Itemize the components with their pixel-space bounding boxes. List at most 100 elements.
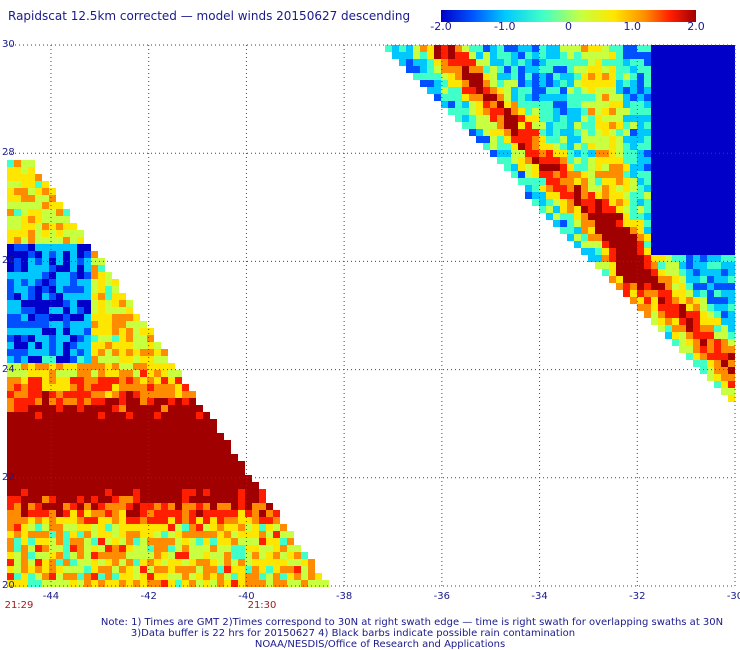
data-cell bbox=[28, 461, 35, 468]
data-cell bbox=[693, 87, 700, 94]
data-cell bbox=[546, 136, 553, 143]
data-cell bbox=[49, 349, 56, 356]
data-cell bbox=[35, 363, 42, 370]
data-cell bbox=[119, 468, 126, 475]
data-cell bbox=[77, 566, 84, 573]
data-cell bbox=[70, 573, 77, 580]
data-cell bbox=[511, 150, 518, 157]
data-cell bbox=[70, 531, 77, 538]
data-cell bbox=[525, 171, 532, 178]
data-cell bbox=[112, 286, 119, 293]
data-cell bbox=[546, 164, 553, 171]
data-cell bbox=[413, 66, 420, 73]
data-cell bbox=[126, 573, 133, 580]
data-cell bbox=[686, 206, 693, 213]
data-cell bbox=[14, 468, 21, 475]
data-cell bbox=[147, 461, 154, 468]
data-cell bbox=[728, 94, 735, 101]
data-cell bbox=[49, 335, 56, 342]
data-cell bbox=[56, 349, 63, 356]
data-cell bbox=[560, 59, 567, 66]
data-cell bbox=[658, 164, 665, 171]
data-cell bbox=[42, 391, 49, 398]
data-cell bbox=[105, 293, 112, 300]
data-cell bbox=[595, 171, 602, 178]
data-cell bbox=[28, 398, 35, 405]
data-cell bbox=[651, 248, 658, 255]
data-cell bbox=[287, 559, 294, 566]
data-cell bbox=[203, 573, 210, 580]
data-cell bbox=[21, 475, 28, 482]
data-cell bbox=[42, 237, 49, 244]
data-cell bbox=[154, 545, 161, 552]
data-cell bbox=[35, 321, 42, 328]
data-cell bbox=[63, 433, 70, 440]
data-cell bbox=[609, 185, 616, 192]
data-cell bbox=[84, 251, 91, 258]
data-cell bbox=[63, 300, 70, 307]
data-cell bbox=[133, 517, 140, 524]
data-cell bbox=[469, 59, 476, 66]
data-cell bbox=[497, 87, 504, 94]
data-cell bbox=[721, 122, 728, 129]
data-cell bbox=[14, 412, 21, 419]
data-cell bbox=[560, 164, 567, 171]
data-cell bbox=[252, 580, 259, 587]
data-cell bbox=[588, 255, 595, 262]
data-cell bbox=[714, 346, 721, 353]
data-cell bbox=[126, 531, 133, 538]
data-cell bbox=[35, 188, 42, 195]
data-cell bbox=[525, 164, 532, 171]
data-cell bbox=[259, 545, 266, 552]
data-cell bbox=[539, 52, 546, 59]
data-cell bbox=[56, 524, 63, 531]
data-cell bbox=[693, 108, 700, 115]
data-cell bbox=[189, 419, 196, 426]
data-cell bbox=[574, 199, 581, 206]
data-cell bbox=[147, 342, 154, 349]
data-cell bbox=[728, 73, 735, 80]
data-cell bbox=[126, 566, 133, 573]
data-cell bbox=[14, 433, 21, 440]
data-cell bbox=[574, 59, 581, 66]
data-cell bbox=[441, 101, 448, 108]
data-cell bbox=[49, 314, 56, 321]
data-cell bbox=[721, 255, 728, 262]
data-cell bbox=[462, 101, 469, 108]
data-cell bbox=[672, 66, 679, 73]
data-cell bbox=[721, 199, 728, 206]
data-cell bbox=[133, 559, 140, 566]
data-cell bbox=[133, 342, 140, 349]
data-cell bbox=[651, 80, 658, 87]
data-cell bbox=[714, 325, 721, 332]
data-cell bbox=[609, 248, 616, 255]
data-cell bbox=[273, 538, 280, 545]
data-cell bbox=[637, 192, 644, 199]
data-cell bbox=[91, 538, 98, 545]
data-cell bbox=[56, 538, 63, 545]
data-cell bbox=[532, 199, 539, 206]
data-cell bbox=[126, 454, 133, 461]
data-cell bbox=[728, 290, 735, 297]
data-cell bbox=[161, 559, 168, 566]
data-cell bbox=[63, 293, 70, 300]
data-cell bbox=[168, 468, 175, 475]
data-cell bbox=[63, 489, 70, 496]
data-cell bbox=[70, 272, 77, 279]
data-cell bbox=[161, 405, 168, 412]
data-cell bbox=[91, 300, 98, 307]
data-cell bbox=[623, 248, 630, 255]
data-cell bbox=[49, 307, 56, 314]
data-cell bbox=[707, 248, 714, 255]
data-cell bbox=[14, 545, 21, 552]
data-cell bbox=[511, 136, 518, 143]
data-cell bbox=[112, 363, 119, 370]
time-label-right: 21:30 bbox=[247, 600, 277, 611]
data-cell bbox=[280, 580, 287, 587]
data-cell bbox=[112, 538, 119, 545]
data-cell bbox=[91, 328, 98, 335]
data-cell bbox=[14, 258, 21, 265]
data-cell bbox=[77, 517, 84, 524]
data-cell bbox=[651, 45, 658, 52]
data-cell bbox=[203, 447, 210, 454]
